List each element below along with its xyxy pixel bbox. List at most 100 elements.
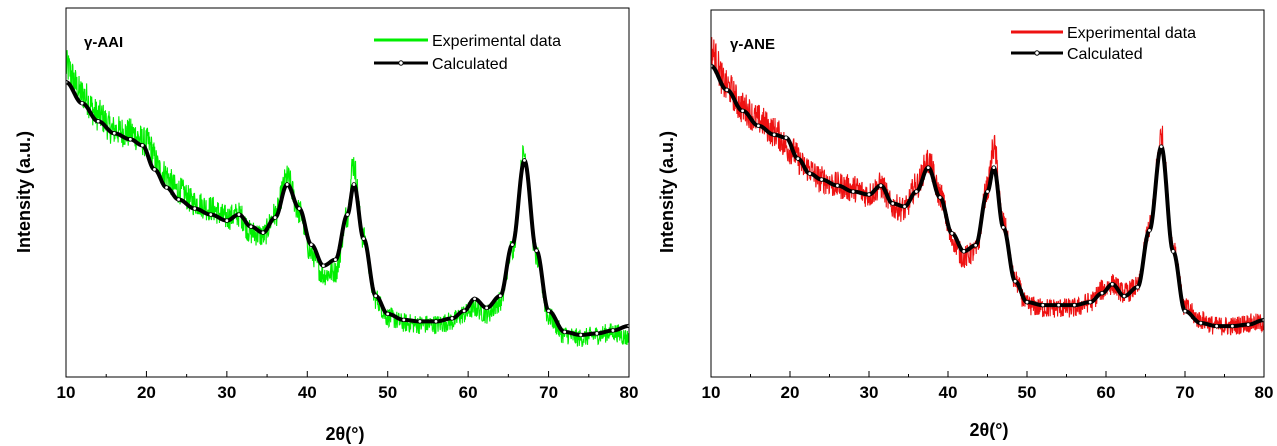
- x-tick-label: 20: [137, 383, 156, 402]
- calculated-point: [333, 257, 338, 262]
- calculated-point: [610, 328, 616, 333]
- calculated-trace: [66, 80, 629, 337]
- calculated-point: [522, 158, 527, 163]
- x-tick-label: 80: [1255, 383, 1274, 402]
- calculated-point: [878, 183, 884, 188]
- calculated-point: [835, 183, 840, 188]
- series-calculated-1: [66, 79, 629, 338]
- plot-frame: [65, 7, 630, 378]
- x-tick-label: 80: [620, 383, 639, 402]
- calculated-point: [914, 189, 919, 194]
- calculated-point: [1121, 293, 1127, 299]
- calculated-point: [1159, 144, 1164, 149]
- calculated-point: [95, 119, 101, 124]
- calculated-point: [164, 185, 169, 190]
- calculated-point: [902, 204, 907, 209]
- calculated-point: [128, 137, 133, 142]
- x-tick-label: 60: [459, 383, 478, 402]
- x-tick-label: 30: [860, 383, 879, 402]
- x-tick-label: 30: [217, 383, 236, 402]
- calculated-point: [546, 308, 551, 314]
- calculated-point: [1230, 323, 1235, 329]
- calculated-point: [449, 316, 455, 321]
- chart-panel-2: 10 20 30 40 50 60 70 80 2θ(°) Intensity (a.u.) γ-A…: [657, 9, 1274, 440]
- x-tick-label: 10: [702, 383, 721, 402]
- x-tick-label: 40: [939, 383, 958, 402]
- calculated-point: [79, 100, 85, 106]
- calculated-point: [260, 230, 266, 235]
- legend-label: Experimental data: [1067, 25, 1196, 42]
- calculated-point: [345, 212, 350, 217]
- series-calculated-2: [711, 63, 1264, 329]
- chart-panel-1: 10 20 30 40 50 60 70 80 2θ(°) Intensity (a.u.) γ-A…: [14, 7, 639, 444]
- calculated-point: [807, 171, 812, 176]
- x-axis-label: 2θ(°): [326, 424, 365, 444]
- calculated-point: [176, 197, 181, 202]
- calculated-point: [385, 311, 390, 317]
- calculated-point: [510, 242, 515, 247]
- calculated-point: [1087, 299, 1093, 305]
- calculated-point: [192, 206, 197, 211]
- calculated-point: [756, 123, 761, 128]
- calculated-point: [1245, 322, 1251, 327]
- calculated-point: [484, 305, 489, 311]
- calculated-point: [949, 231, 955, 236]
- calculated-point: [236, 212, 242, 217]
- panel-label: γ-ANE: [730, 36, 775, 53]
- calculated-point: [401, 317, 406, 323]
- calculated-point: [351, 182, 357, 187]
- calculated-point: [1024, 299, 1030, 305]
- calculated-point: [309, 242, 314, 247]
- calculated-point: [985, 189, 990, 194]
- calculated-point: [373, 293, 378, 299]
- calculated-point: [417, 319, 423, 324]
- legend: Experimental data Calculated: [374, 33, 561, 73]
- y-axis-label: Intensity (a.u.): [657, 131, 677, 253]
- calculated-point: [1170, 249, 1176, 254]
- x-tick-label: 10: [57, 383, 76, 402]
- calculated-point: [866, 192, 872, 197]
- calculated-point: [926, 165, 931, 170]
- calculated-point: [562, 329, 567, 335]
- calculated-point: [1040, 302, 1045, 308]
- calculated-point: [1001, 225, 1006, 230]
- calculated-point: [140, 143, 145, 148]
- calculated-point: [1182, 308, 1188, 314]
- calculated-point: [112, 131, 117, 136]
- calculated-point: [461, 308, 467, 314]
- calculated-point: [1072, 302, 1077, 308]
- calculated-point: [1099, 290, 1105, 296]
- calculated-point: [772, 132, 777, 137]
- legend: Experimental data Calculated: [1011, 25, 1196, 63]
- calculated-point: [472, 296, 477, 302]
- calculated-point: [1135, 285, 1140, 290]
- calculated-point: [1056, 302, 1061, 308]
- calculated-point: [1110, 282, 1115, 287]
- calculated-point: [783, 135, 789, 140]
- calculated-point: [724, 87, 729, 93]
- calculated-point: [1214, 323, 1219, 329]
- x-tick-label: 70: [1176, 383, 1195, 402]
- x-tick-label: 70: [539, 383, 558, 402]
- calculated-point: [578, 332, 583, 338]
- calculated-point: [224, 218, 230, 223]
- calculated-point: [973, 243, 978, 248]
- calculated-point: [498, 293, 503, 299]
- legend-label: Calculated: [1067, 46, 1143, 63]
- calculated-point: [361, 236, 366, 241]
- calculated-point: [297, 206, 302, 211]
- y-axis-label: Intensity (a.u.): [14, 131, 34, 253]
- x-tick-label: 50: [1018, 383, 1037, 402]
- x-tick-label: 60: [1097, 383, 1116, 402]
- calculated-point: [1147, 228, 1152, 233]
- x-tick-label: 40: [298, 383, 317, 402]
- x-axis-label: 2θ(°): [970, 420, 1009, 440]
- calculated-point: [961, 249, 966, 254]
- calculated-point: [433, 319, 439, 324]
- x-tick-label: 20: [781, 383, 800, 402]
- calculated-point: [152, 167, 157, 172]
- x-tick-label: 50: [378, 383, 397, 402]
- calculated-point: [851, 189, 856, 194]
- legend-label: Calculated: [432, 56, 508, 73]
